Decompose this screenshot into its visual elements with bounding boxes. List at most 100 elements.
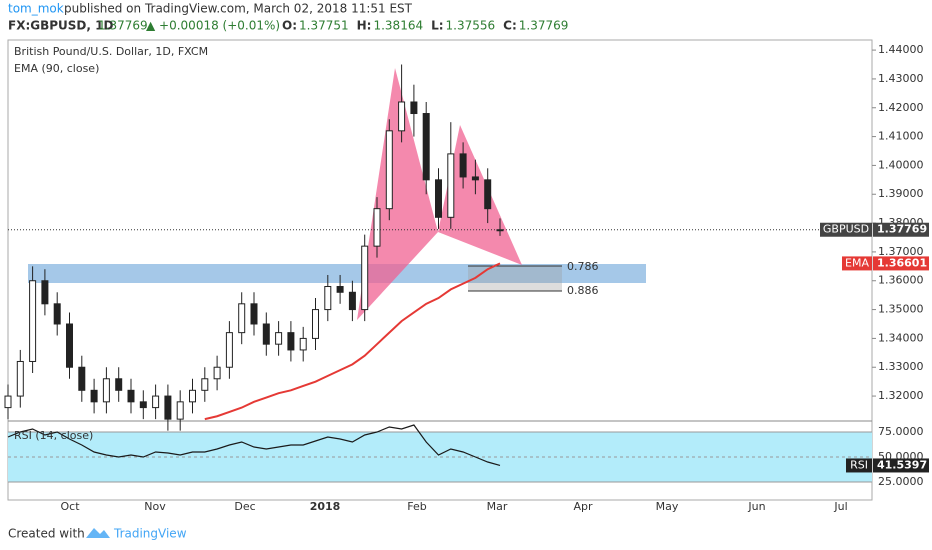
y-tick-label: 1.34000	[878, 331, 924, 344]
candle-body	[410, 101, 418, 115]
y-tick-label: 1.44000	[878, 43, 924, 56]
logo	[86, 528, 110, 538]
x-tick-label: Oct	[60, 500, 80, 513]
candle-body	[262, 323, 270, 345]
x-tick-label: May	[656, 500, 679, 513]
price-tag	[820, 222, 872, 237]
y-tick-label: 1.35000	[878, 303, 924, 316]
candle-body	[422, 113, 430, 181]
y-tick-label: 1.33000	[878, 360, 924, 373]
candle-body	[4, 395, 12, 409]
candle-body	[238, 303, 246, 334]
candle-body	[361, 245, 369, 311]
candle-body	[115, 378, 123, 391]
ohlc-label: O:	[282, 19, 297, 33]
candle-body	[127, 389, 135, 403]
ema-box	[873, 256, 929, 271]
chart-title: British Pound/U.S. Dollar, 1D, FXCM	[14, 45, 208, 58]
candle-body	[385, 130, 393, 210]
ohlc-label: C:	[503, 19, 517, 33]
candle-body	[225, 332, 233, 368]
candle-body	[176, 401, 184, 420]
change: ▲ +0.00018 (+0.01%)	[146, 19, 280, 33]
candle-body	[484, 179, 492, 210]
candle-body	[53, 303, 61, 325]
x-tick-label: Jul	[833, 500, 847, 513]
candle-body	[459, 153, 467, 178]
x-tick-label: Nov	[144, 500, 166, 513]
candle-body	[435, 179, 442, 218]
created-with: Created with	[8, 527, 85, 541]
candle-body	[447, 153, 455, 218]
fib-box	[468, 266, 562, 291]
candle-body	[102, 378, 110, 403]
ohlc-value: 1.38164	[373, 19, 423, 33]
candle-body	[287, 332, 295, 351]
candle-body	[250, 303, 258, 325]
ohlc-value: 1.37556	[446, 19, 496, 33]
y-tick-label: 1.37000	[878, 245, 924, 258]
y-tick-label: 1.36000	[878, 274, 924, 287]
candle-body	[348, 291, 356, 311]
ema-line	[204, 262, 501, 421]
y-tick-label: 25.0000	[878, 475, 924, 488]
candle-body	[66, 323, 73, 368]
y-tick-label: 1.40000	[878, 158, 924, 171]
price-box	[873, 222, 929, 237]
candle-body	[312, 309, 319, 339]
x-tick-label: Mar	[487, 500, 508, 513]
price-tag-label: GBPUSD	[823, 223, 869, 236]
rsi-line	[7, 424, 501, 467]
ohlc-label: L:	[431, 19, 443, 33]
candle-body	[78, 366, 86, 391]
rsi-value: 41.5397	[877, 458, 927, 471]
x-tick-label: Apr	[573, 500, 593, 513]
x-tick-label: Feb	[407, 500, 426, 513]
fib-label: 0.786	[567, 260, 599, 273]
x-tick-label: Dec	[234, 500, 255, 513]
published: published on TradingView.com, March 02, …	[64, 2, 413, 16]
candle-body	[189, 389, 196, 403]
price-value: 1.37769	[877, 223, 927, 236]
candle-body	[201, 378, 209, 391]
candle-body	[16, 360, 24, 397]
candle-body	[299, 337, 307, 351]
candle-body	[324, 286, 332, 311]
x-tick-label: Jun	[747, 500, 765, 513]
candle-body	[41, 280, 49, 305]
fib-label: 0.886	[567, 284, 599, 297]
y-tick-label: 1.32000	[878, 389, 924, 402]
y-tick-label: 75.0000	[878, 425, 924, 438]
rsi-legend: RSI (14, close)	[14, 429, 93, 442]
y-tick-label: 1.41000	[878, 130, 924, 143]
symbol: FX:GBPUSD, 1D	[8, 19, 113, 33]
brand[interactable]: TradingView	[113, 527, 187, 541]
last-price: 1.37769	[98, 19, 148, 33]
y-tick-label: 1.39000	[878, 187, 924, 200]
overlay-legend: EMA (90, close)	[14, 62, 99, 75]
y-tick-label: 1.42000	[878, 101, 924, 114]
candle-body	[139, 401, 147, 409]
ohlc-label: H:	[357, 19, 372, 33]
ema-tag-label: EMA	[845, 256, 869, 269]
candle-body	[336, 286, 344, 293]
rsi-box	[873, 458, 929, 473]
candle-body	[471, 176, 479, 181]
candle-body	[275, 332, 283, 345]
ohlc-value: 1.37769	[519, 19, 569, 33]
candle-body	[398, 101, 406, 132]
author[interactable]: tom_mok	[8, 2, 64, 16]
candle-body	[164, 395, 172, 420]
ema-tag	[842, 256, 872, 271]
candle-body	[213, 366, 221, 380]
y-tick-label: 1.43000	[878, 72, 924, 85]
candle-body	[152, 395, 160, 409]
ema-value: 1.36601	[877, 256, 927, 269]
candle-body	[90, 389, 98, 403]
ohlc-value: 1.37751	[299, 19, 349, 33]
candle-body	[29, 280, 37, 362]
x-tick-label: 2018	[310, 500, 341, 513]
candle-body	[373, 208, 381, 247]
rsi-tag-label: RSI	[850, 458, 868, 471]
